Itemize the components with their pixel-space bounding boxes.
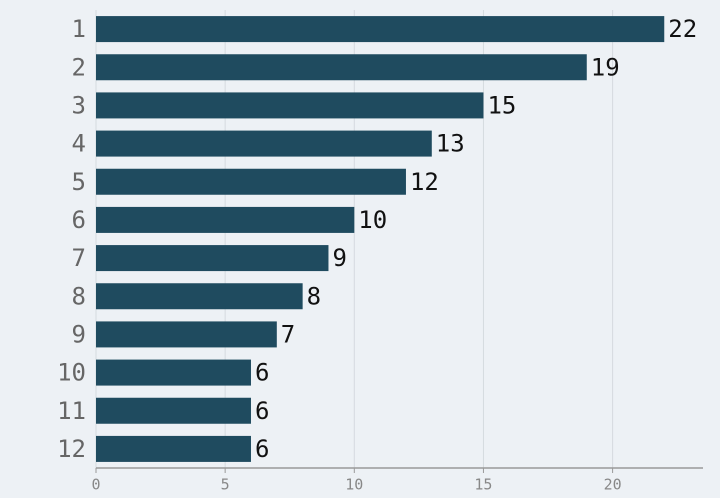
value-label: 8 bbox=[307, 282, 321, 310]
value-label: 6 bbox=[255, 397, 269, 425]
y-tick-label: 8 bbox=[72, 282, 86, 310]
x-tick-label: 10 bbox=[345, 476, 363, 494]
y-tick-label: 11 bbox=[57, 397, 86, 425]
y-tick-label: 6 bbox=[72, 206, 86, 234]
value-label: 10 bbox=[358, 206, 387, 234]
y-tick-label: 12 bbox=[57, 435, 86, 463]
bar bbox=[96, 359, 251, 386]
value-label: 22 bbox=[668, 15, 697, 43]
bar bbox=[96, 283, 303, 310]
y-tick-label: 10 bbox=[57, 359, 86, 387]
x-tick-label: 20 bbox=[604, 476, 622, 494]
y-tick-label: 5 bbox=[72, 168, 86, 196]
y-tick-label: 1 bbox=[72, 15, 86, 43]
bar bbox=[96, 245, 329, 272]
value-label: 7 bbox=[281, 320, 295, 348]
bar bbox=[96, 397, 251, 424]
bar bbox=[96, 435, 251, 462]
y-tick-label: 3 bbox=[72, 91, 86, 119]
value-label: 12 bbox=[410, 168, 439, 196]
bar bbox=[96, 92, 484, 119]
value-label: 6 bbox=[255, 359, 269, 387]
value-label: 15 bbox=[487, 91, 516, 119]
value-label: 9 bbox=[332, 244, 346, 272]
x-tick-label: 5 bbox=[221, 476, 230, 494]
bar bbox=[96, 321, 277, 348]
y-tick-label: 4 bbox=[72, 130, 86, 158]
x-tick-label: 15 bbox=[474, 476, 492, 494]
x-tick-label: 0 bbox=[91, 476, 100, 494]
bar bbox=[96, 168, 406, 195]
bar bbox=[96, 206, 355, 233]
value-label: 13 bbox=[436, 130, 465, 158]
y-tick-label: 9 bbox=[72, 320, 86, 348]
bar bbox=[96, 16, 665, 43]
value-label: 19 bbox=[591, 53, 620, 81]
bar bbox=[96, 130, 432, 157]
y-tick-label: 7 bbox=[72, 244, 86, 272]
y-tick-label: 2 bbox=[72, 53, 86, 81]
value-label: 6 bbox=[255, 435, 269, 463]
bar bbox=[96, 54, 587, 81]
